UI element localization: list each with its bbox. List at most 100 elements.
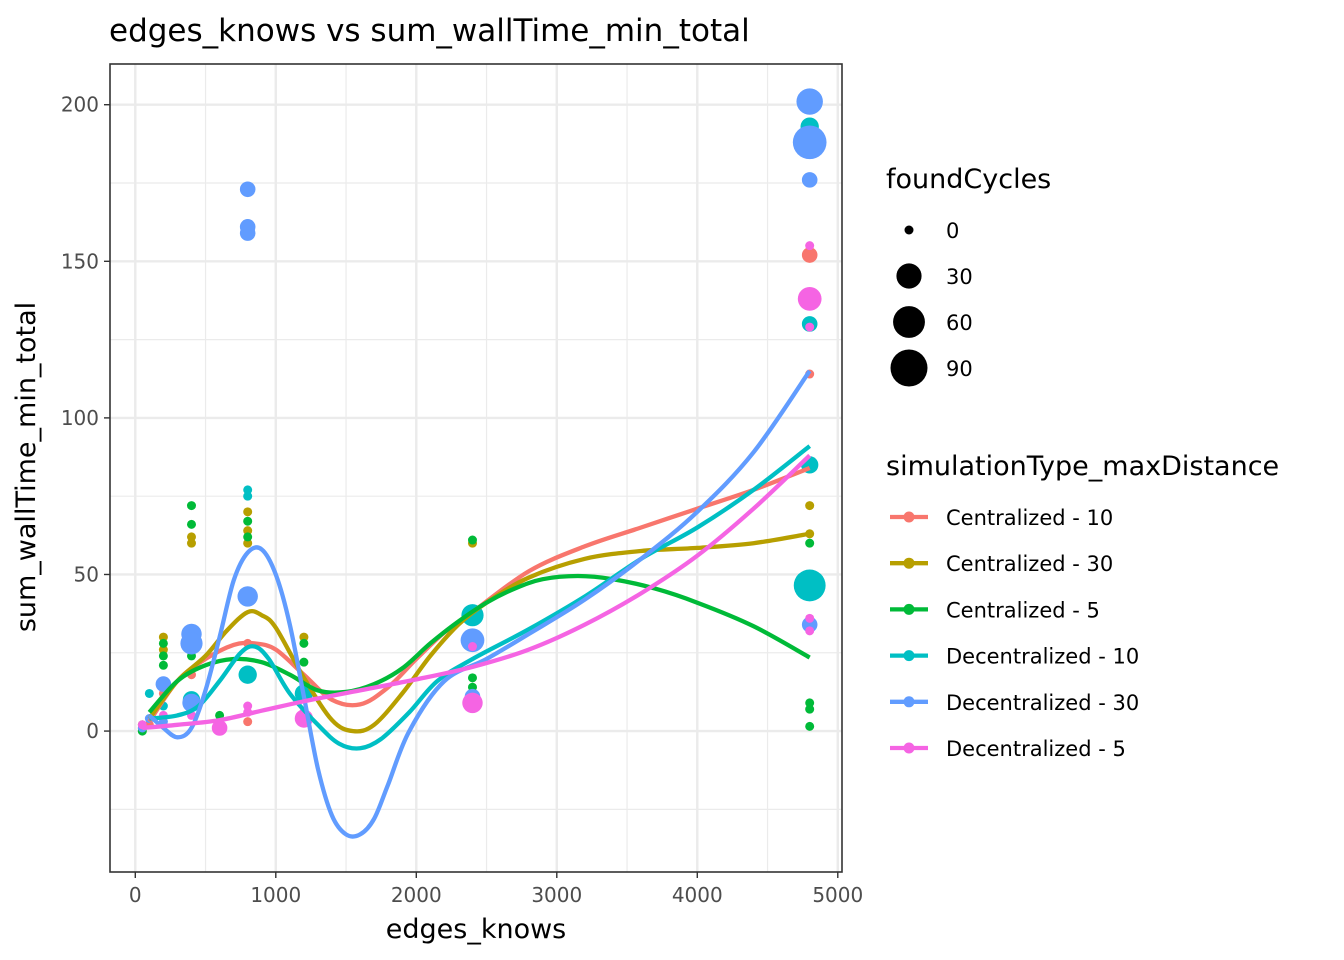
data-point	[793, 569, 826, 602]
data-point	[805, 721, 815, 731]
x-tick-label: 2000	[391, 883, 442, 907]
data-point	[211, 720, 228, 736]
x-tick-label: 3000	[531, 883, 582, 907]
color-legend-label: Decentralized - 30	[946, 691, 1139, 715]
size-legend-key	[904, 225, 914, 235]
color-legend-label: Centralized - 30	[946, 552, 1113, 576]
data-point	[299, 638, 309, 648]
size-legend-label: 0	[946, 219, 959, 243]
data-point	[237, 586, 258, 607]
data-point	[243, 507, 253, 517]
data-point	[801, 616, 818, 633]
data-point	[805, 501, 815, 511]
color-legend-label: Centralized - 5	[946, 598, 1100, 622]
y-tick-label: 200	[61, 93, 99, 117]
x-tick-label: 5000	[812, 883, 863, 907]
data-point	[144, 688, 154, 698]
data-point	[462, 692, 483, 714]
y-tick-label: 150	[61, 249, 99, 273]
data-point	[243, 538, 253, 548]
color-legend-label: Centralized - 10	[946, 506, 1113, 530]
chart-title: edges_knows vs sum_wallTime_min_total	[109, 13, 750, 49]
data-point	[796, 88, 823, 115]
y-tick-label: 100	[61, 406, 99, 430]
color-legend: simulationType_maxDistance Centralized -…	[886, 451, 1279, 761]
data-point	[299, 632, 309, 642]
color-legend-point	[903, 742, 915, 754]
data-point	[239, 225, 256, 241]
data-point	[243, 516, 253, 526]
smooth-line	[142, 453, 812, 731]
size-legend-label: 30	[946, 265, 973, 289]
data-point	[805, 538, 815, 548]
data-point	[158, 632, 168, 642]
data-point	[186, 532, 196, 542]
color-legend-point	[903, 696, 915, 708]
data-point	[243, 526, 253, 536]
x-axis-title: edges_knows	[386, 914, 566, 945]
data-point	[299, 657, 309, 667]
axes: 0 1000 2000 3000 4000 5000 0 50 100 150 200	[61, 93, 863, 907]
data-point	[460, 628, 485, 653]
data-point	[805, 322, 815, 332]
data-point	[239, 181, 256, 198]
data-point	[180, 632, 203, 655]
grid	[110, 64, 842, 872]
data-point	[186, 519, 196, 529]
data-point	[158, 645, 168, 655]
color-legend-point	[903, 557, 915, 569]
data-point	[243, 701, 253, 711]
color-legend-label: Decentralized - 5	[946, 737, 1126, 761]
data-point	[801, 247, 818, 263]
y-axis-title: sum_wallTime_min_total	[11, 302, 42, 632]
data-point	[155, 676, 172, 692]
data-point	[158, 638, 168, 648]
data-point	[792, 125, 827, 160]
data-point	[186, 538, 196, 548]
panel-border	[109, 63, 843, 873]
data-point	[243, 532, 253, 542]
data-point	[805, 241, 815, 251]
data-point	[467, 642, 477, 652]
data-point	[467, 673, 477, 683]
size-legend-label: 90	[946, 357, 973, 381]
x-tick-label: 4000	[672, 883, 723, 907]
color-legend-title: simulationType_maxDistance	[886, 451, 1279, 482]
smooth-line	[147, 369, 812, 839]
size-legend-label: 60	[946, 311, 973, 335]
size-legend-title: foundCycles	[886, 164, 1051, 195]
data-point	[805, 698, 815, 708]
color-legend-label: Decentralized - 10	[946, 645, 1139, 669]
plot-area: 0 1000 2000 3000 4000 5000 0 50 100 150 200	[61, 63, 863, 907]
data-point	[158, 660, 168, 670]
smooth-lines	[142, 369, 812, 839]
size-legend-key	[896, 263, 922, 289]
y-tick-label: 50	[74, 562, 99, 586]
color-legend-point	[903, 603, 915, 615]
size-legend-key	[890, 349, 928, 387]
data-point	[801, 172, 818, 188]
y-tick-label: 0	[86, 719, 99, 743]
data-point	[186, 501, 196, 511]
data-point	[243, 491, 253, 501]
data-point	[797, 287, 822, 311]
data-point	[158, 651, 168, 661]
data-points	[137, 88, 827, 736]
smooth-line	[147, 573, 811, 714]
smooth-line	[147, 465, 811, 723]
data-point	[243, 717, 253, 727]
data-point	[238, 665, 257, 684]
size-legend-key	[893, 306, 925, 338]
data-point	[805, 613, 815, 623]
color-legend-point	[903, 511, 915, 523]
x-tick-label: 0	[129, 883, 142, 907]
size-legend: foundCycles 0 30 60 90	[886, 164, 1051, 387]
color-legend-point	[903, 650, 915, 662]
data-point	[467, 535, 477, 545]
data-point	[243, 485, 253, 495]
data-point	[805, 704, 815, 714]
x-tick-label: 1000	[250, 883, 301, 907]
smooth-line	[147, 531, 811, 734]
